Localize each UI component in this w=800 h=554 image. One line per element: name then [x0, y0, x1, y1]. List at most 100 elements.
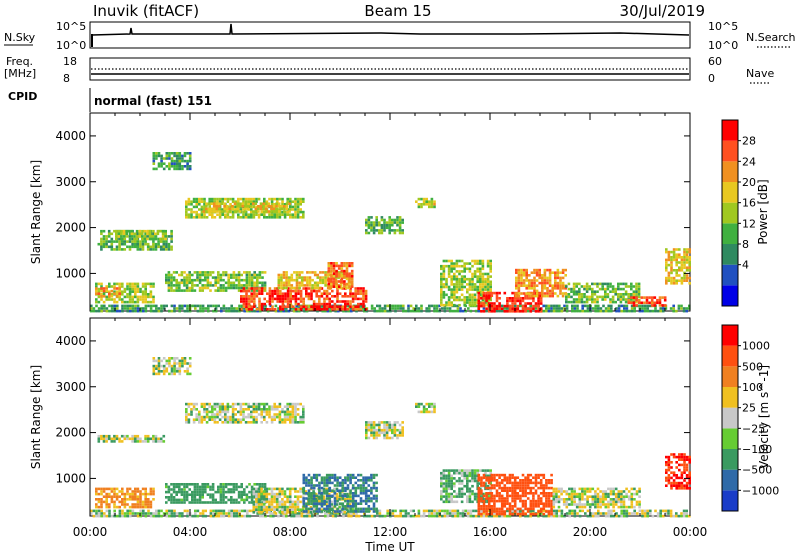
power-cell	[103, 304, 106, 308]
velocity-cell	[680, 512, 683, 515]
power-cell	[298, 276, 301, 279]
power-cell	[280, 286, 283, 290]
power-cell	[222, 286, 225, 290]
velocity-cell	[336, 510, 339, 513]
power-cell	[398, 231, 402, 235]
velocity-cell	[325, 507, 329, 511]
power-cell	[637, 295, 641, 299]
velocity-cell	[261, 485, 264, 489]
velocity-cell	[118, 509, 122, 513]
power-cell	[675, 256, 678, 259]
power-cell	[283, 210, 286, 213]
power-cell	[123, 242, 127, 246]
velocity-cell	[333, 479, 337, 482]
velocity-cell	[193, 498, 197, 502]
power-cell	[170, 284, 173, 287]
power-cell	[198, 273, 202, 277]
power-cell	[167, 242, 171, 246]
power-cell	[440, 301, 443, 304]
velocity-cell	[255, 508, 258, 511]
velocity-cell	[269, 514, 272, 518]
power-plot-frame	[89, 112, 691, 312]
power-cell	[142, 309, 145, 313]
power-cell	[298, 286, 301, 290]
power-cell	[339, 286, 343, 290]
velocity-cell	[467, 514, 470, 518]
velocity-cell	[303, 514, 306, 518]
velocity-cell	[209, 488, 212, 491]
velocity-cell	[367, 476, 371, 479]
power-cell	[183, 304, 187, 308]
velocity-cell	[560, 509, 564, 513]
power-cell	[481, 280, 485, 284]
power-cell	[95, 309, 98, 313]
power-cell	[573, 304, 577, 308]
velocity-cell	[141, 503, 145, 506]
velocity-cell	[219, 488, 223, 491]
power-cell	[508, 304, 512, 308]
power-cell	[591, 298, 594, 301]
power-cell	[589, 309, 592, 313]
velocity-cell	[281, 505, 284, 509]
velocity-cell	[239, 413, 243, 416]
velocity-cell	[152, 514, 155, 518]
power-cell	[126, 307, 129, 310]
power-cell	[617, 287, 620, 291]
power-cell	[672, 282, 676, 285]
power-cell	[351, 295, 355, 298]
power-cell	[678, 266, 681, 269]
power-cell	[646, 304, 649, 308]
power-cell	[376, 304, 379, 308]
power-cell	[146, 248, 150, 251]
velocity-cell	[198, 496, 202, 499]
power-cell	[252, 200, 256, 203]
power-cell	[262, 202, 265, 205]
power-cell	[167, 278, 171, 282]
velocity-cell	[139, 437, 142, 441]
velocity-cell	[230, 488, 233, 491]
velocity-cell	[235, 498, 238, 502]
power-cell	[277, 307, 280, 310]
power-cell	[297, 302, 300, 306]
power-cell	[468, 298, 472, 302]
power-cell	[453, 298, 456, 302]
power-cell	[289, 300, 292, 303]
velocity-cell	[260, 498, 263, 501]
velocity-cell	[302, 421, 305, 424]
power-cell	[528, 294, 531, 298]
power-cell	[186, 162, 189, 165]
velocity-cell	[240, 496, 243, 499]
power-cell	[378, 304, 382, 308]
power-cell	[236, 207, 239, 211]
power-cell	[141, 300, 145, 304]
velocity-cell	[302, 479, 306, 482]
velocity-cell	[105, 505, 108, 509]
power-cell	[283, 207, 286, 211]
velocity-cell	[359, 489, 363, 492]
velocity-cell	[305, 507, 308, 511]
power-cell	[323, 305, 326, 308]
velocity-cell	[147, 492, 150, 496]
velocity-cell	[239, 418, 243, 421]
power-cell	[118, 285, 121, 288]
power-cell	[391, 307, 395, 310]
power-cell	[360, 304, 363, 308]
velocity-cell	[340, 511, 344, 514]
power-cell	[272, 207, 276, 211]
power-cell	[217, 286, 220, 290]
velocity-cell	[97, 440, 101, 443]
power-cell	[237, 273, 241, 277]
power-cell	[533, 271, 536, 274]
power-cell	[362, 300, 365, 303]
velocity-cell	[213, 402, 217, 406]
velocity-cell	[573, 514, 577, 518]
velocity-cell	[115, 437, 119, 441]
power-cell	[578, 290, 581, 293]
velocity-cell	[222, 485, 225, 489]
power-cell	[148, 229, 152, 233]
power-cell	[430, 197, 434, 201]
velocity-cell	[324, 514, 327, 518]
power-cell	[281, 200, 284, 203]
velocity-cell	[435, 509, 439, 513]
velocity-cell	[283, 495, 287, 498]
